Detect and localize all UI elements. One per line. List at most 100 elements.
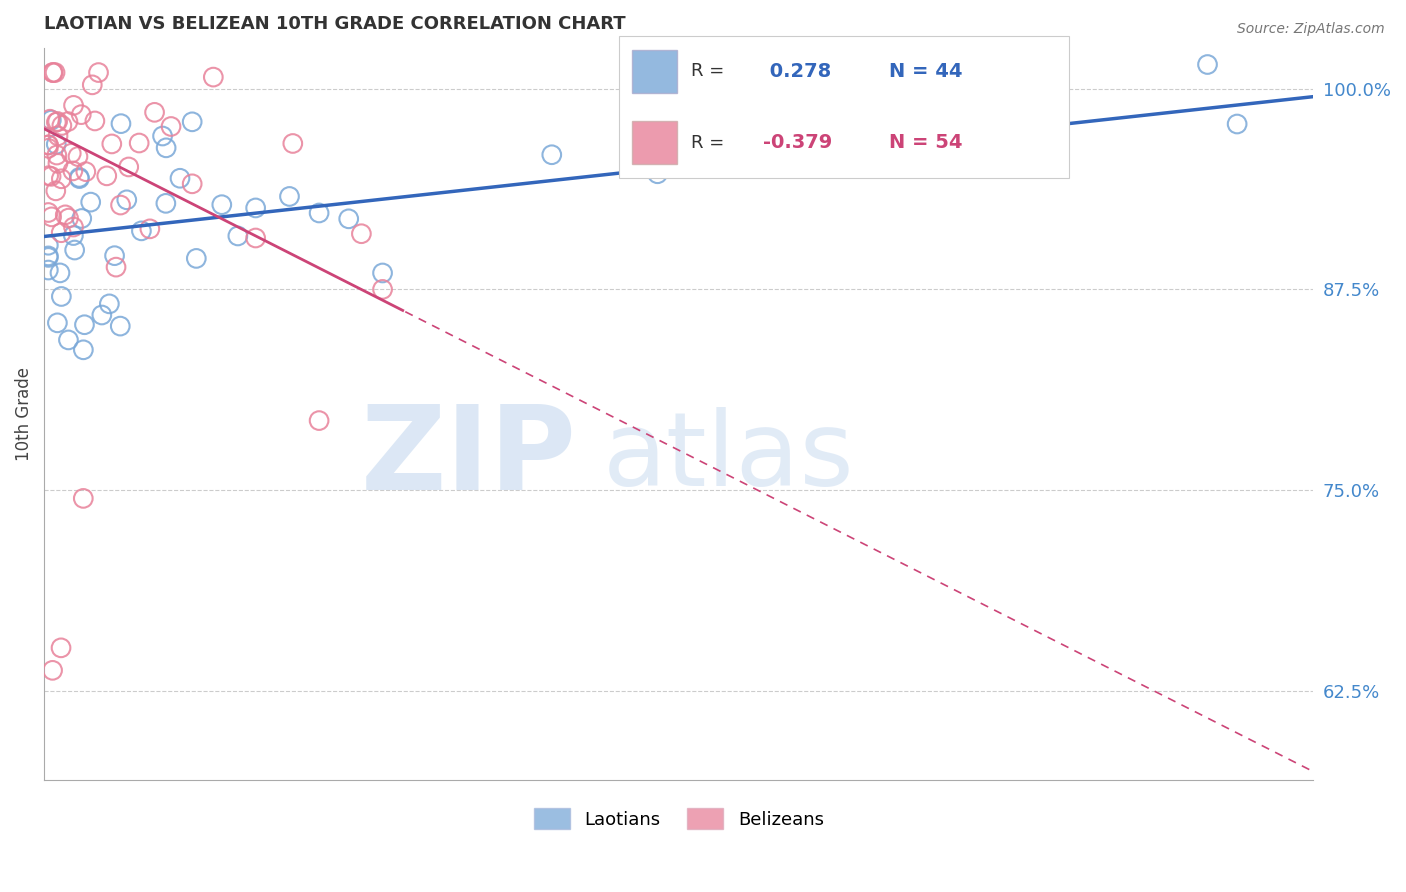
Point: [37, 263, 59, 277]
Text: LAOTIAN VS BELIZEAN 10TH GRADE CORRELATION CHART: LAOTIAN VS BELIZEAN 10TH GRADE CORRELATI…: [44, 15, 626, 33]
Point: [80, 195, 103, 210]
Point: [49, 266, 72, 280]
Point: [46, 114, 69, 128]
Point: [70, 211, 93, 226]
Point: [350, 227, 373, 241]
Point: [60, 146, 83, 161]
Point: [308, 206, 330, 220]
Point: [41, 113, 63, 128]
Point: [1197, 57, 1219, 71]
Point: [45, 184, 67, 198]
Point: [37, 138, 59, 153]
Point: [46, 156, 69, 170]
Text: R =: R =: [690, 62, 724, 80]
Point: [110, 319, 132, 334]
Point: [58, 211, 80, 226]
Text: ZIP: ZIP: [361, 401, 576, 516]
Point: [131, 224, 153, 238]
Point: [37, 205, 59, 219]
Point: [51, 119, 73, 133]
Point: [128, 136, 150, 150]
Point: [45, 137, 67, 152]
Point: [101, 136, 124, 151]
Point: [155, 196, 177, 211]
Point: [42, 65, 65, 79]
Point: [62, 228, 84, 243]
Text: N = 44: N = 44: [889, 62, 962, 81]
Point: [51, 226, 73, 240]
Point: [39, 169, 62, 184]
Point: [169, 171, 191, 186]
Point: [41, 664, 63, 678]
Point: [37, 238, 59, 252]
Point: [62, 220, 84, 235]
Point: [152, 128, 174, 143]
Point: [73, 318, 96, 332]
Point: [371, 266, 394, 280]
Point: [82, 78, 104, 92]
Point: [58, 333, 80, 347]
Point: [98, 297, 121, 311]
Point: [105, 260, 128, 274]
Point: [70, 108, 93, 122]
Point: [67, 170, 90, 185]
FancyBboxPatch shape: [619, 36, 1069, 178]
Point: [38, 137, 60, 152]
Point: [49, 640, 72, 655]
Point: [143, 105, 166, 120]
Bar: [633, 121, 678, 164]
Point: [37, 251, 59, 265]
Point: [72, 343, 94, 357]
Text: 0.278: 0.278: [762, 62, 831, 81]
Point: [63, 243, 86, 257]
Point: [211, 197, 233, 211]
Point: [72, 491, 94, 506]
Point: [647, 167, 669, 181]
Point: [51, 171, 73, 186]
Point: [118, 160, 141, 174]
Point: [87, 65, 110, 79]
Bar: [633, 50, 678, 93]
Point: [1226, 117, 1249, 131]
Point: [245, 231, 267, 245]
Point: [308, 414, 330, 428]
Text: atlas: atlas: [603, 408, 855, 508]
Point: [337, 211, 360, 226]
Point: [75, 164, 97, 178]
Point: [110, 198, 132, 212]
Point: [56, 114, 79, 128]
Text: R =: R =: [690, 134, 724, 152]
Legend: Laotians, Belizeans: Laotians, Belizeans: [526, 801, 831, 837]
Point: [37, 141, 59, 155]
Point: [181, 177, 204, 191]
Point: [62, 164, 84, 178]
Point: [39, 112, 62, 127]
Point: [46, 316, 69, 330]
Point: [110, 117, 132, 131]
Point: [41, 210, 63, 224]
Point: [226, 229, 249, 244]
Point: [53, 208, 76, 222]
Point: [44, 65, 66, 79]
Point: [51, 289, 73, 303]
Point: [67, 171, 90, 186]
Point: [202, 70, 225, 84]
Point: [62, 98, 84, 112]
Point: [38, 169, 60, 183]
Text: Source: ZipAtlas.com: Source: ZipAtlas.com: [1237, 22, 1385, 37]
Point: [90, 308, 112, 322]
Point: [278, 189, 301, 203]
Point: [155, 141, 177, 155]
Point: [115, 193, 138, 207]
Point: [139, 222, 162, 236]
Point: [160, 120, 183, 134]
Point: [371, 282, 394, 296]
Point: [540, 147, 562, 161]
Point: [281, 136, 304, 151]
Point: [66, 149, 89, 163]
Point: [41, 65, 63, 79]
Text: N = 54: N = 54: [889, 133, 962, 153]
Point: [46, 128, 69, 143]
Point: [96, 169, 118, 183]
Point: [45, 148, 67, 162]
